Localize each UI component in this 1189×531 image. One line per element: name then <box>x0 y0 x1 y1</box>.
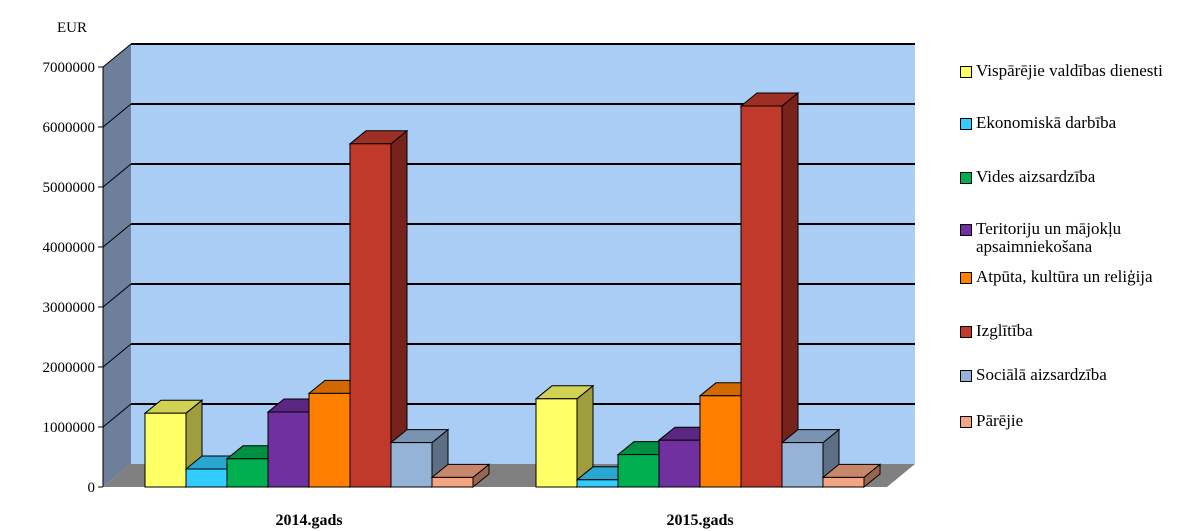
legend-swatch <box>960 326 972 338</box>
bar-side <box>781 91 799 489</box>
y-tick-label: 4000000 <box>43 240 96 256</box>
bar-front <box>740 105 783 488</box>
y-tick-label: 6000000 <box>43 120 96 136</box>
bar-front <box>781 442 824 488</box>
bar-front <box>658 439 701 488</box>
bar-front <box>699 395 742 488</box>
gridline-side <box>102 403 132 428</box>
y-tick-label: 5000000 <box>43 180 96 196</box>
bar-front <box>390 442 433 488</box>
legend-item: Sociālā aizsardzība <box>960 366 1107 384</box>
legend-swatch <box>960 272 972 284</box>
y-tick-label: 2000000 <box>43 360 96 376</box>
category-label: 2015.gads <box>666 512 733 529</box>
legend-item: Izglītība <box>960 322 1033 340</box>
legend-swatch <box>960 224 972 236</box>
bar <box>430 463 491 489</box>
legend-label: Izglītība <box>976 321 1033 340</box>
bar <box>739 91 800 489</box>
bar <box>143 399 204 489</box>
bar <box>780 428 841 489</box>
bar <box>821 463 882 489</box>
legend-item: Vispārējie valdības dienesti <box>960 62 1163 80</box>
back-wall <box>131 44 915 464</box>
legend-swatch <box>960 172 972 184</box>
legend-label: Vispārējie valdības dienesti <box>976 61 1163 80</box>
legend-item: Ekonomiskā darbība <box>960 114 1116 132</box>
bar-front <box>431 476 474 488</box>
legend-label: Ekonomiskā darbība <box>976 113 1117 132</box>
legend-item: Vides aizsardzība <box>960 168 1095 186</box>
category-labels: 2014.gads 2015.gads <box>275 512 733 529</box>
y-tick-label: 3000000 <box>43 300 96 316</box>
gridline-side <box>102 103 132 128</box>
bar-front <box>144 412 187 488</box>
bar-front <box>267 411 310 488</box>
gridline-side <box>102 343 132 368</box>
bars-layer <box>143 91 882 489</box>
legend-label: Vides aizsardzība <box>976 167 1096 186</box>
bar-front <box>308 392 351 488</box>
gridline-side <box>102 283 132 308</box>
legend-label: Sociālā aizsardzība <box>976 365 1107 384</box>
legend-swatch <box>960 370 972 382</box>
legend-label: Atpūta, kultūra un reliģija <box>976 267 1153 286</box>
bar-front <box>617 454 660 488</box>
gridline-side <box>102 223 132 248</box>
category-label: 2014.gads <box>275 512 342 529</box>
bar-front <box>822 476 865 488</box>
y-tick-label: 7000000 <box>43 60 96 76</box>
gridline-side <box>102 43 132 68</box>
legend-swatch <box>960 118 972 130</box>
legend-label: Teritoriju un mājokļu apsaimniekošana <box>976 219 1122 256</box>
legend-item: Pārējie <box>960 412 1023 430</box>
bar <box>534 384 595 489</box>
bar-front <box>535 398 578 488</box>
bar-front <box>226 458 269 488</box>
legend-swatch <box>960 66 972 78</box>
gridline-side <box>102 163 132 188</box>
bar-front <box>576 479 619 488</box>
legend-swatch <box>960 416 972 428</box>
legend-item: Atpūta, kultūra un reliģija <box>960 268 1153 286</box>
bar-front <box>349 143 392 488</box>
legend-label: Pārējie <box>976 411 1024 430</box>
y-tick-label: 1000000 <box>43 420 96 436</box>
bar-front <box>185 468 228 488</box>
side-wall <box>103 44 131 487</box>
bar <box>348 129 409 489</box>
y-axis-unit-label: EUR <box>57 20 87 36</box>
legend-item: Teritoriju un mājokļu apsaimniekošana <box>960 220 1185 256</box>
y-tick-label: 0 <box>88 480 96 496</box>
